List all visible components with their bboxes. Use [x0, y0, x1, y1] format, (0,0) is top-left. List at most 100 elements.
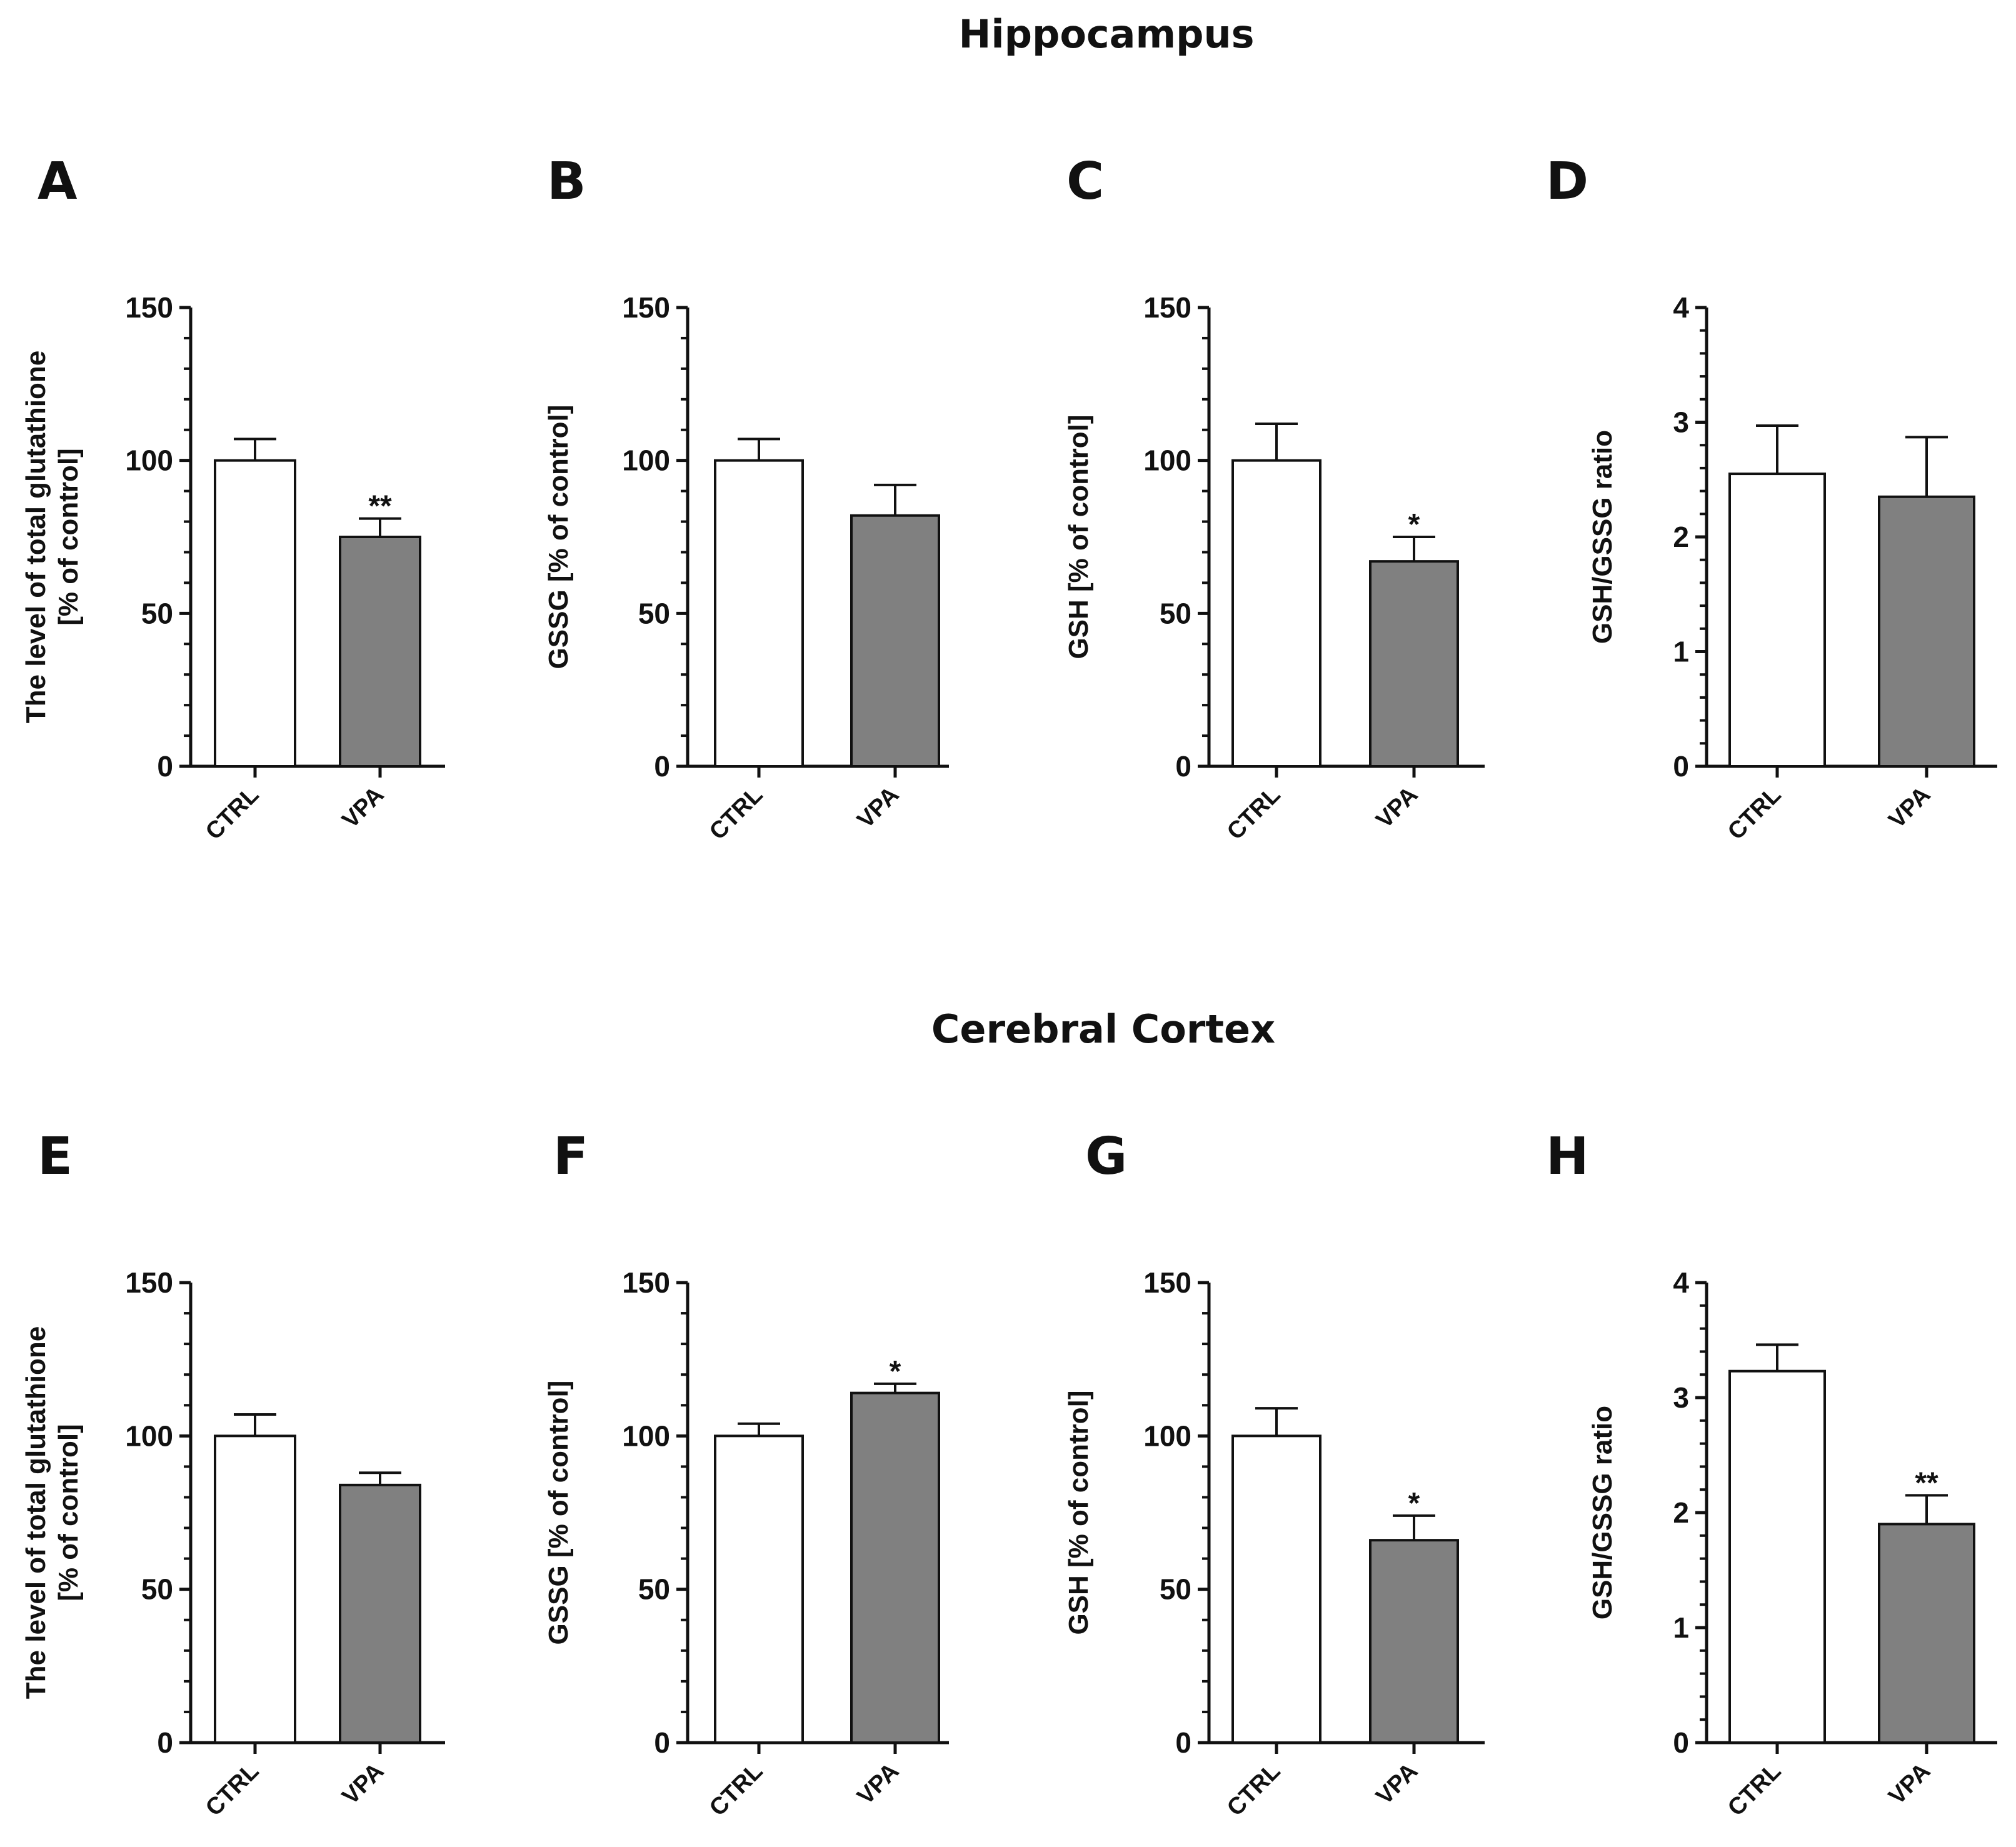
panel-c: C 0 50 100 150 GSH [% of control] CTRL VPA *: [1063, 152, 1485, 845]
y-tick-label: 2: [1673, 521, 1689, 553]
panel-a: A 0 50 100 150 The level of total glutathione…: [21, 152, 445, 845]
bar-vpa: [1878, 495, 1975, 768]
bar-vpa: [1369, 1539, 1459, 1744]
bar-ctrl: [214, 459, 296, 768]
bar-vpa: [1878, 1523, 1975, 1744]
y-tick-label: 1: [1673, 1611, 1689, 1644]
y-tick-label: 4: [1673, 291, 1689, 324]
y-tick-label: 0: [654, 750, 670, 783]
y-tick-label: 50: [141, 1573, 173, 1606]
bar-vpa: [850, 514, 940, 768]
panel-d: D 0 1 2 3 4 GSH/GSSG ratio CTRL VPA: [1546, 152, 1997, 845]
y-tick-label: 0: [1673, 750, 1689, 783]
panel-letter: A: [38, 152, 78, 211]
panel-e: E 0 50 100 150 The level of total glutathione…: [21, 1127, 445, 1821]
y-tick-label: 100: [125, 1419, 173, 1452]
bar-ctrl: [1728, 473, 1826, 768]
bar-ctrl: [1728, 1369, 1826, 1744]
panel-letter: E: [38, 1127, 73, 1186]
panel-letter: D: [1546, 152, 1588, 211]
y-tick-label: 4: [1673, 1266, 1689, 1299]
panel-f: F 0 50 100 150 GSSG [% of control] CTRL VPA *: [543, 1127, 949, 1821]
panel-letter: B: [547, 152, 586, 211]
panel-letter: F: [553, 1127, 588, 1186]
y-tick-label: 100: [622, 1419, 670, 1452]
panel-letter: G: [1085, 1127, 1127, 1186]
panel-b: B 0 50 100 150 GSSG [% of control] CTRL VPA: [543, 152, 949, 845]
bar-vpa: [339, 536, 421, 768]
x-tick-label-ctrl: CTRL: [705, 782, 768, 845]
x-tick-label-ctrl: CTRL: [705, 1758, 768, 1821]
significance-marker: *: [1408, 1487, 1420, 1520]
significance-marker: *: [890, 1355, 901, 1388]
panel-g: G 0 50 100 150 GSH [% of control] CTRL VPA *: [1063, 1127, 1485, 1821]
y-tick-label: 150: [622, 291, 670, 324]
y-tick-label: 0: [1175, 750, 1191, 783]
y-tick-label: 0: [654, 1726, 670, 1759]
section-title-hippocampus: Hippocampus: [958, 11, 1254, 57]
bar-vpa: [339, 1483, 421, 1744]
x-tick-label-vpa: VPA: [1371, 782, 1423, 834]
y-tick-label: 150: [125, 291, 173, 324]
significance-marker: *: [1408, 508, 1420, 541]
x-tick-label-vpa: VPA: [852, 782, 904, 834]
y-axis-label: The level of total glutathione: [21, 1326, 51, 1699]
y-tick-label: 2: [1673, 1496, 1689, 1529]
panel-letter: C: [1066, 152, 1104, 211]
section-title-cerebral-cortex: Cerebral Cortex: [931, 1006, 1275, 1052]
x-tick-label-ctrl: CTRL: [1723, 782, 1786, 845]
y-tick-label: 50: [638, 1573, 670, 1606]
bar-ctrl: [214, 1434, 296, 1744]
y-tick-label: 0: [1673, 1726, 1689, 1759]
y-tick-label: 3: [1673, 406, 1689, 439]
x-tick-label-vpa: VPA: [852, 1758, 904, 1810]
y-tick-label: 50: [638, 597, 670, 629]
x-tick-label-ctrl: CTRL: [1723, 1758, 1786, 1821]
y-tick-label: 150: [1143, 1266, 1191, 1299]
x-tick-label-ctrl: CTRL: [201, 782, 264, 845]
x-tick-label-vpa: VPA: [1883, 1758, 1935, 1810]
y-tick-label: 100: [125, 444, 173, 477]
x-tick-label-ctrl: CTRL: [201, 1758, 264, 1821]
bar-ctrl: [1231, 459, 1321, 768]
y-tick-label: 0: [157, 1726, 173, 1759]
y-tick-label: 100: [1143, 444, 1191, 477]
y-axis-label: GSSG [% of control]: [543, 405, 574, 669]
y-tick-label: 1: [1673, 636, 1689, 668]
y-axis-label: GSSG [% of control]: [543, 1381, 574, 1645]
x-tick-label-vpa: VPA: [337, 1758, 389, 1810]
y-tick-label: 50: [1160, 597, 1191, 629]
bar-ctrl: [714, 1434, 804, 1744]
bar-vpa: [1369, 560, 1459, 768]
x-tick-label-vpa: VPA: [1371, 1758, 1423, 1810]
y-axis-label-line-2: [% of control]: [53, 1424, 84, 1601]
y-tick-label: 150: [125, 1266, 173, 1299]
y-tick-label: 50: [141, 597, 173, 629]
y-tick-label: 100: [1143, 1419, 1191, 1452]
y-tick-label: 150: [622, 1266, 670, 1299]
x-tick-label-ctrl: CTRL: [1222, 782, 1285, 845]
panel-h: H 0 1 2 3 4 GSH/GSSG ratio CTRL VPA **: [1546, 1127, 1997, 1821]
bar-vpa: [850, 1391, 940, 1744]
panel-letter: H: [1546, 1127, 1589, 1186]
y-tick-label: 150: [1143, 291, 1191, 324]
significance-marker: **: [1915, 1466, 1938, 1499]
x-tick-label-vpa: VPA: [337, 782, 389, 834]
y-tick-label: 0: [1175, 1726, 1191, 1759]
y-tick-label: 100: [622, 444, 670, 477]
x-tick-label-ctrl: CTRL: [1222, 1758, 1285, 1821]
y-axis-label: GSH/GSSG ratio: [1587, 430, 1618, 644]
bar-ctrl: [714, 459, 804, 768]
y-tick-label: 0: [157, 750, 173, 783]
y-tick-label: 3: [1673, 1381, 1689, 1414]
y-axis-label-line-2: [% of control]: [53, 448, 84, 626]
y-tick-label: 50: [1160, 1573, 1191, 1606]
x-tick-label-vpa: VPA: [1883, 782, 1935, 834]
significance-marker: **: [368, 490, 392, 523]
y-axis-label: GSH [% of control]: [1063, 414, 1094, 659]
y-axis-label: GSH [% of control]: [1063, 1390, 1094, 1634]
bar-ctrl: [1231, 1434, 1321, 1744]
y-axis-label: GSH/GSSG ratio: [1587, 1406, 1618, 1619]
